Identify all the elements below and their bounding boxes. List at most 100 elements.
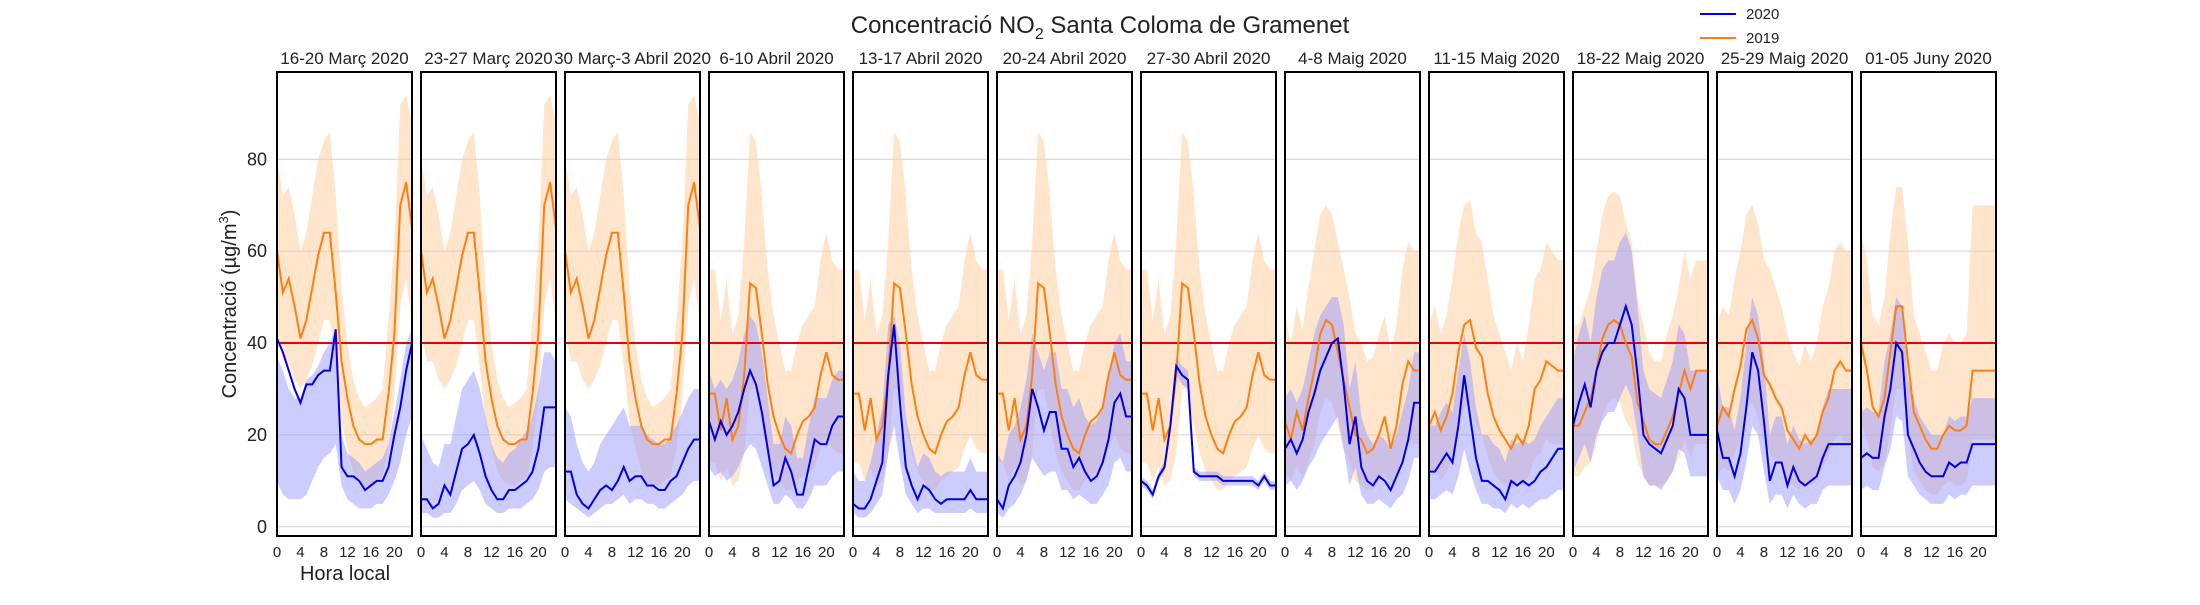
x-tick-label: 20 (530, 544, 547, 561)
panel-frame (564, 71, 701, 537)
x-tick-label: 8 (1040, 544, 1048, 561)
x-tick-label: 20 (818, 544, 835, 561)
x-tick-label: 20 (1826, 544, 1843, 561)
panel-title: 20-24 Abril 2020 (1003, 49, 1127, 68)
panel-frame (996, 71, 1133, 537)
panel-frame (1572, 71, 1709, 537)
x-tick-label: 12 (1779, 544, 1796, 561)
x-tick-label: 0 (1857, 544, 1865, 561)
x-tick-label: 0 (993, 544, 1001, 561)
x-tick-label: 0 (1425, 544, 1433, 561)
x-tick-label: 4 (1592, 544, 1600, 561)
x-tick-label: 4 (296, 544, 304, 561)
x-tick-label: 0 (1569, 544, 1577, 561)
band-2020 (1141, 356, 1276, 500)
series-2020-line (1284, 336, 1420, 493)
y-tick-label: 40 (247, 333, 267, 353)
y-axis-label: Concentració (µg/m3) (216, 210, 241, 399)
x-tick-label: 16 (795, 544, 812, 561)
x-tick-label: 12 (1491, 544, 1508, 561)
series-2020-line (276, 329, 413, 492)
series-2019-line (276, 182, 413, 446)
panel-title: 30 Març-3 Abril 2020 (554, 49, 711, 68)
panel-title: 18-22 Maig 2020 (1577, 49, 1705, 68)
panel-title: 01-05 Juny 2020 (1865, 49, 1992, 68)
x-tick-label: 4 (728, 544, 736, 561)
panel-frame (852, 71, 989, 537)
x-tick-label: 8 (1184, 544, 1192, 561)
panel-title: 27-30 Abril 2020 (1147, 49, 1271, 68)
x-tick-label: 12 (627, 544, 644, 561)
x-tick-label: 0 (1281, 544, 1289, 561)
x-tick-label: 12 (339, 544, 356, 561)
band-2020 (853, 315, 988, 518)
panel-title: 11-15 Maig 2020 (1433, 49, 1559, 68)
x-tick-label: 8 (608, 544, 616, 561)
x-tick-label: 4 (584, 544, 592, 561)
x-tick-label: 12 (1203, 544, 1220, 561)
series-2020-line (1716, 351, 1852, 490)
series-2019-line (1284, 318, 1420, 455)
x-tick-label: 16 (1083, 544, 1100, 561)
x-tick-label: 8 (1472, 544, 1480, 561)
panel-frame (1716, 71, 1853, 537)
series-2020-line (1429, 375, 1564, 502)
y-tick-label: 60 (247, 241, 267, 261)
x-tick-label: 4 (1160, 544, 1168, 561)
series-2020-line (1572, 303, 1708, 455)
panel-title: 25-29 Maig 2020 (1721, 49, 1849, 68)
x-tick-label: 0 (849, 544, 857, 561)
x-tick-label: 16 (1227, 544, 1244, 561)
series-2019-line (853, 281, 988, 455)
panel-frame (276, 71, 413, 537)
x-tick-label: 20 (1250, 544, 1267, 561)
legend-entry: 2020 (1746, 6, 1779, 23)
x-tick-label: 12 (1059, 544, 1076, 561)
series-2020-line (1140, 363, 1276, 497)
x-tick-label: 8 (1328, 544, 1336, 561)
x-tick-label: 8 (896, 544, 904, 561)
x-tick-label: 20 (674, 544, 691, 561)
band-2020 (1429, 333, 1564, 514)
x-tick-label: 20 (1538, 544, 1555, 561)
x-tick-label: 16 (651, 544, 668, 561)
panel-frame (1284, 71, 1421, 537)
y-tick-label: 20 (247, 425, 267, 445)
band-2019 (565, 94, 700, 486)
panel-title: 16-20 Març 2020 (280, 49, 409, 68)
x-tick-label: 12 (1923, 544, 1940, 561)
x-tick-label: 0 (1713, 544, 1721, 561)
x-tick-label: 8 (1904, 544, 1912, 561)
panel-title: 13-17 Abril 2020 (859, 49, 983, 68)
x-tick-label: 0 (705, 544, 713, 561)
x-tick-label: 8 (1616, 544, 1624, 561)
x-tick-label: 4 (1880, 544, 1888, 561)
x-tick-label: 20 (1394, 544, 1411, 561)
x-tick-label: 0 (561, 544, 569, 561)
x-tick-label: 8 (1760, 544, 1768, 561)
band-2019 (277, 94, 412, 486)
series-2019-line (1860, 305, 1996, 450)
x-tick-label: 20 (1106, 544, 1123, 561)
x-tick-label: 0 (417, 544, 425, 561)
x-tick-label: 4 (872, 544, 880, 561)
series-2019-line (997, 281, 1132, 455)
x-tick-label: 16 (363, 544, 380, 561)
legend-entry: 2019 (1746, 30, 1779, 47)
x-tick-label: 12 (915, 544, 932, 561)
x-tick-label: 12 (483, 544, 500, 561)
x-tick-label: 0 (1137, 544, 1145, 561)
band-2019 (1141, 131, 1276, 491)
x-tick-label: 12 (1347, 544, 1364, 561)
series-2020-line (708, 367, 844, 496)
x-tick-label: 20 (962, 544, 979, 561)
panel-title: 6-10 Abril 2020 (719, 49, 833, 68)
x-tick-label: 16 (1659, 544, 1676, 561)
x-tick-label: 12 (771, 544, 788, 561)
x-tick-label: 8 (320, 544, 328, 561)
band-2019 (853, 131, 988, 491)
x-tick-label: 4 (1736, 544, 1744, 561)
x-tick-label: 16 (1803, 544, 1820, 561)
